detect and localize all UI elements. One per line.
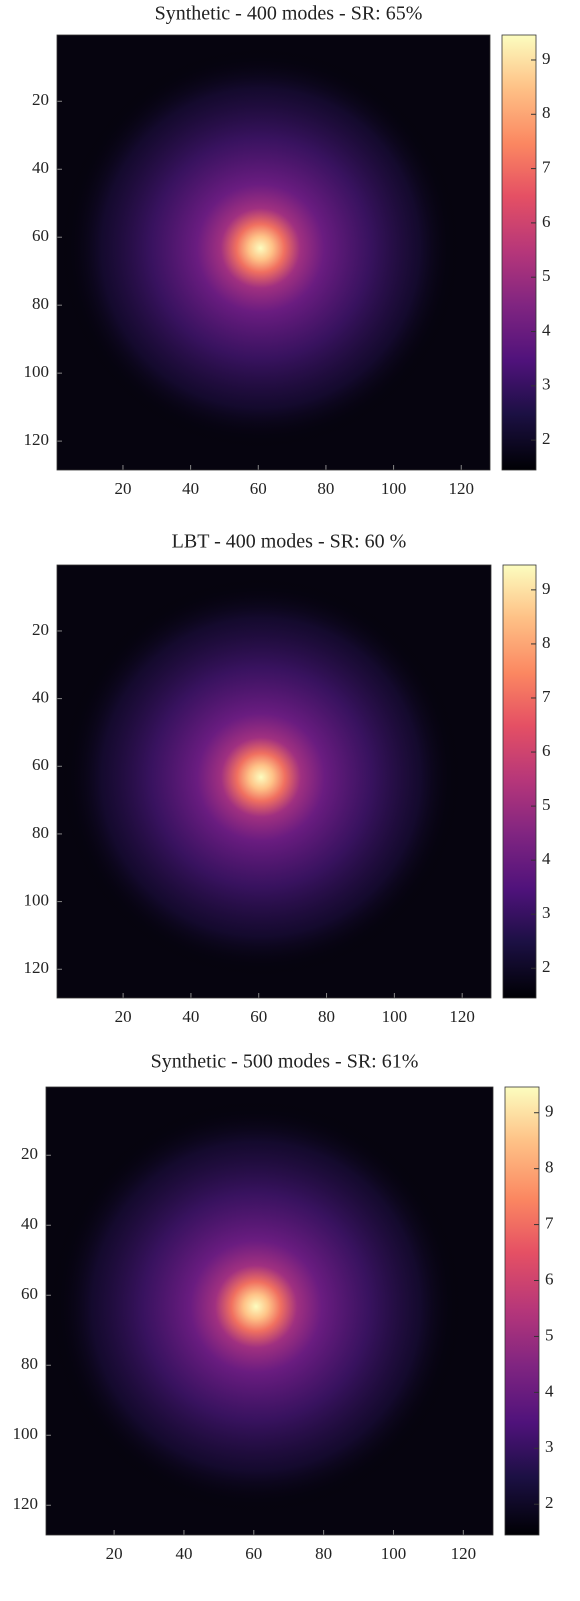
colorbar-tick-label: 5 [542, 266, 551, 285]
chart-title: LBT - 400 modes - SR: 60 % [172, 531, 407, 553]
colorbar-tick-label: 4 [542, 849, 551, 868]
colorbar-tick-label: 3 [542, 375, 551, 394]
y-tick-label: 80 [32, 823, 49, 842]
colorbar-tick-label: 2 [542, 429, 551, 448]
colorbar-tick-label: 7 [542, 158, 551, 177]
colorbar-tick-label: 6 [542, 741, 551, 760]
y-tick-label: 120 [13, 1494, 39, 1513]
x-tick-label: 120 [451, 1544, 477, 1563]
x-tick-label: 80 [317, 479, 334, 498]
colorbar-tick-label: 6 [545, 1269, 554, 1288]
x-tick-label: 120 [449, 1007, 475, 1026]
x-tick-label: 40 [175, 1544, 192, 1563]
x-tick-label: 80 [318, 1007, 335, 1026]
x-tick-label: 100 [381, 1544, 407, 1563]
y-tick-label: 20 [32, 620, 49, 639]
colorbar-tick-label: 7 [542, 687, 551, 706]
colorbar-tick-label: 3 [542, 903, 551, 922]
y-tick-label: 100 [13, 1424, 39, 1443]
x-tick-label: 60 [250, 479, 267, 498]
colorbar [501, 34, 537, 471]
x-tick-label: 40 [182, 1007, 199, 1026]
chart-title: Synthetic - 500 modes - SR: 61% [151, 1051, 419, 1073]
y-tick-label: 60 [32, 755, 49, 774]
y-tick-label: 120 [24, 958, 50, 977]
x-tick-label: 20 [115, 1007, 132, 1026]
colorbar-tick-label: 2 [545, 1493, 554, 1512]
y-tick-label: 100 [24, 890, 50, 909]
colorbar-tick-label: 5 [545, 1325, 554, 1344]
x-tick-label: 60 [245, 1544, 262, 1563]
x-tick-label: 20 [106, 1544, 123, 1563]
colorbar-tick-label: 5 [542, 795, 551, 814]
x-tick-label: 120 [448, 479, 474, 498]
y-tick-label: 40 [21, 1214, 38, 1233]
chart-title: Synthetic - 400 modes - SR: 65% [155, 3, 423, 25]
colorbar [502, 564, 537, 999]
y-tick-label: 40 [32, 688, 49, 707]
colorbar-tick-label: 9 [542, 49, 551, 68]
x-tick-label: 40 [182, 479, 199, 498]
y-tick-label: 60 [32, 226, 49, 245]
heatmap-image [61, 48, 460, 449]
y-tick-label: 120 [24, 430, 50, 449]
y-tick-label: 60 [21, 1284, 38, 1303]
y-tick-label: 80 [21, 1354, 38, 1373]
x-tick-label: 20 [114, 479, 131, 498]
colorbar-tick-label: 4 [545, 1381, 554, 1400]
colorbar-tick-label: 8 [542, 103, 551, 122]
axes-frame [56, 34, 491, 471]
x-tick-label: 100 [382, 1007, 408, 1026]
x-tick-label: 100 [381, 479, 407, 498]
colorbar-tick-label: 8 [542, 633, 551, 652]
x-tick-label: 60 [250, 1007, 267, 1026]
colorbar-tick-label: 7 [545, 1213, 554, 1232]
colorbar-tick-label: 4 [542, 320, 551, 339]
colorbar-tick-label: 6 [542, 212, 551, 231]
y-tick-label: 40 [32, 158, 49, 177]
y-tick-label: 100 [24, 362, 50, 381]
heatmap-image [50, 1100, 462, 1513]
axes-frame [56, 564, 492, 999]
colorbar-tick-label: 9 [542, 579, 551, 598]
colorbar-tick-label: 9 [545, 1102, 554, 1121]
y-tick-label: 20 [32, 90, 49, 109]
colorbar-tick-label: 8 [545, 1158, 554, 1177]
heatmap-image [61, 577, 461, 977]
y-tick-label: 80 [32, 294, 49, 313]
axes-frame [45, 1086, 494, 1536]
colorbar-tick-label: 3 [545, 1437, 554, 1456]
colorbar [504, 1086, 540, 1536]
y-tick-label: 20 [21, 1144, 38, 1163]
x-tick-label: 80 [315, 1544, 332, 1563]
colorbar-tick-label: 2 [542, 957, 551, 976]
